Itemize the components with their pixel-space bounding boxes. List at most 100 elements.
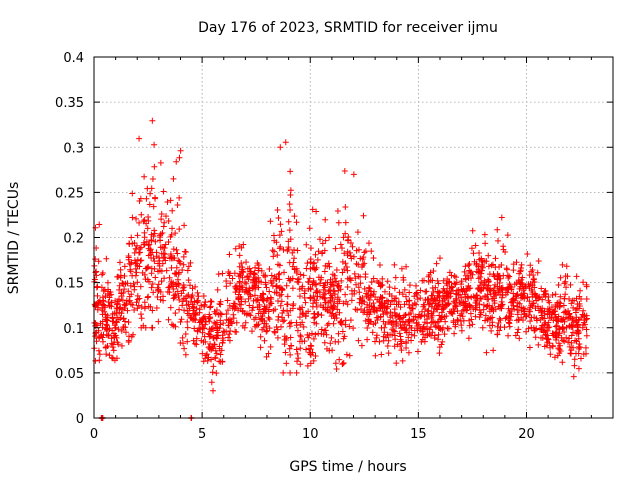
- data-point: [408, 331, 415, 338]
- data-point: [136, 135, 143, 142]
- data-point: [567, 313, 574, 320]
- data-point: [568, 300, 575, 307]
- data-point: [271, 237, 278, 244]
- data-point: [455, 292, 462, 299]
- data-point: [120, 281, 127, 288]
- data-point: [399, 291, 406, 298]
- data-point: [378, 281, 385, 288]
- data-point: [556, 350, 563, 357]
- data-point: [391, 285, 398, 292]
- data-point: [341, 266, 348, 273]
- data-point: [322, 299, 329, 306]
- data-point: [491, 285, 498, 292]
- data-point: [385, 337, 392, 344]
- data-point: [391, 261, 398, 268]
- data-point: [415, 321, 422, 328]
- data-point: [485, 252, 492, 259]
- data-point: [147, 190, 154, 197]
- data-point: [207, 315, 214, 322]
- data-point: [523, 328, 530, 335]
- data-point: [557, 342, 564, 349]
- data-point: [342, 321, 349, 328]
- data-point: [204, 351, 211, 358]
- data-point: [451, 273, 458, 280]
- data-point: [188, 293, 195, 300]
- data-point: [560, 309, 567, 316]
- data-point: [110, 347, 117, 354]
- data-point: [157, 159, 164, 166]
- data-point: [253, 321, 260, 328]
- y-axis-label: SRMTID / TECUs: [6, 182, 22, 295]
- data-point: [338, 318, 345, 325]
- data-point: [126, 240, 133, 247]
- data-point: [377, 302, 384, 309]
- data-point: [227, 280, 234, 287]
- data-point: [344, 237, 351, 244]
- data-point: [498, 214, 505, 221]
- data-point: [440, 305, 447, 312]
- data-point: [552, 323, 559, 330]
- data-point: [297, 271, 304, 278]
- data-point: [96, 221, 103, 228]
- data-point: [225, 307, 232, 314]
- data-point: [413, 292, 420, 299]
- data-point: [282, 349, 289, 356]
- data-point: [262, 272, 269, 279]
- data-point: [186, 312, 193, 319]
- data-point: [312, 353, 319, 360]
- data-point: [469, 227, 476, 234]
- data-point: [423, 316, 430, 323]
- data-point: [357, 255, 364, 262]
- data-point: [434, 306, 441, 313]
- data-point: [148, 284, 155, 291]
- data-point: [527, 318, 534, 325]
- data-point: [276, 232, 283, 239]
- data-point: [460, 285, 467, 292]
- data-point: [274, 334, 281, 341]
- data-point: [428, 303, 435, 310]
- data-point: [233, 329, 240, 336]
- data-point: [151, 258, 158, 265]
- data-point: [511, 281, 518, 288]
- data-point: [146, 241, 153, 248]
- data-point: [147, 246, 154, 253]
- data-point: [216, 300, 223, 307]
- data-point: [550, 308, 557, 315]
- data-point: [317, 280, 324, 287]
- data-point: [247, 312, 254, 319]
- data-point: [538, 285, 545, 292]
- data-point: [244, 310, 251, 317]
- data-point: [415, 314, 422, 321]
- data-point: [120, 324, 127, 331]
- data-point: [363, 311, 370, 318]
- data-point: [549, 330, 556, 337]
- data-point: [206, 304, 213, 311]
- data-point: [121, 273, 128, 280]
- data-point: [156, 262, 163, 269]
- data-point: [409, 305, 416, 312]
- data-point: [358, 263, 365, 270]
- data-point: [335, 219, 342, 226]
- data-point: [324, 263, 331, 270]
- data-point: [428, 314, 435, 321]
- data-point: [209, 369, 216, 376]
- data-point: [308, 330, 315, 337]
- data-point: [562, 308, 569, 315]
- data-point: [340, 234, 347, 241]
- data-point: [169, 225, 176, 232]
- data-point: [386, 318, 393, 325]
- data-point: [542, 293, 549, 300]
- data-point: [460, 317, 467, 324]
- data-point: [212, 355, 219, 362]
- data-point: [128, 259, 135, 266]
- data-point: [406, 297, 413, 304]
- data-point: [181, 307, 188, 314]
- data-point: [472, 242, 479, 249]
- data-point: [446, 279, 453, 286]
- data-point: [288, 342, 295, 349]
- data-point: [275, 215, 282, 222]
- data-point: [138, 257, 145, 264]
- data-point: [583, 332, 590, 339]
- data-point: [165, 284, 172, 291]
- data-point: [168, 280, 175, 287]
